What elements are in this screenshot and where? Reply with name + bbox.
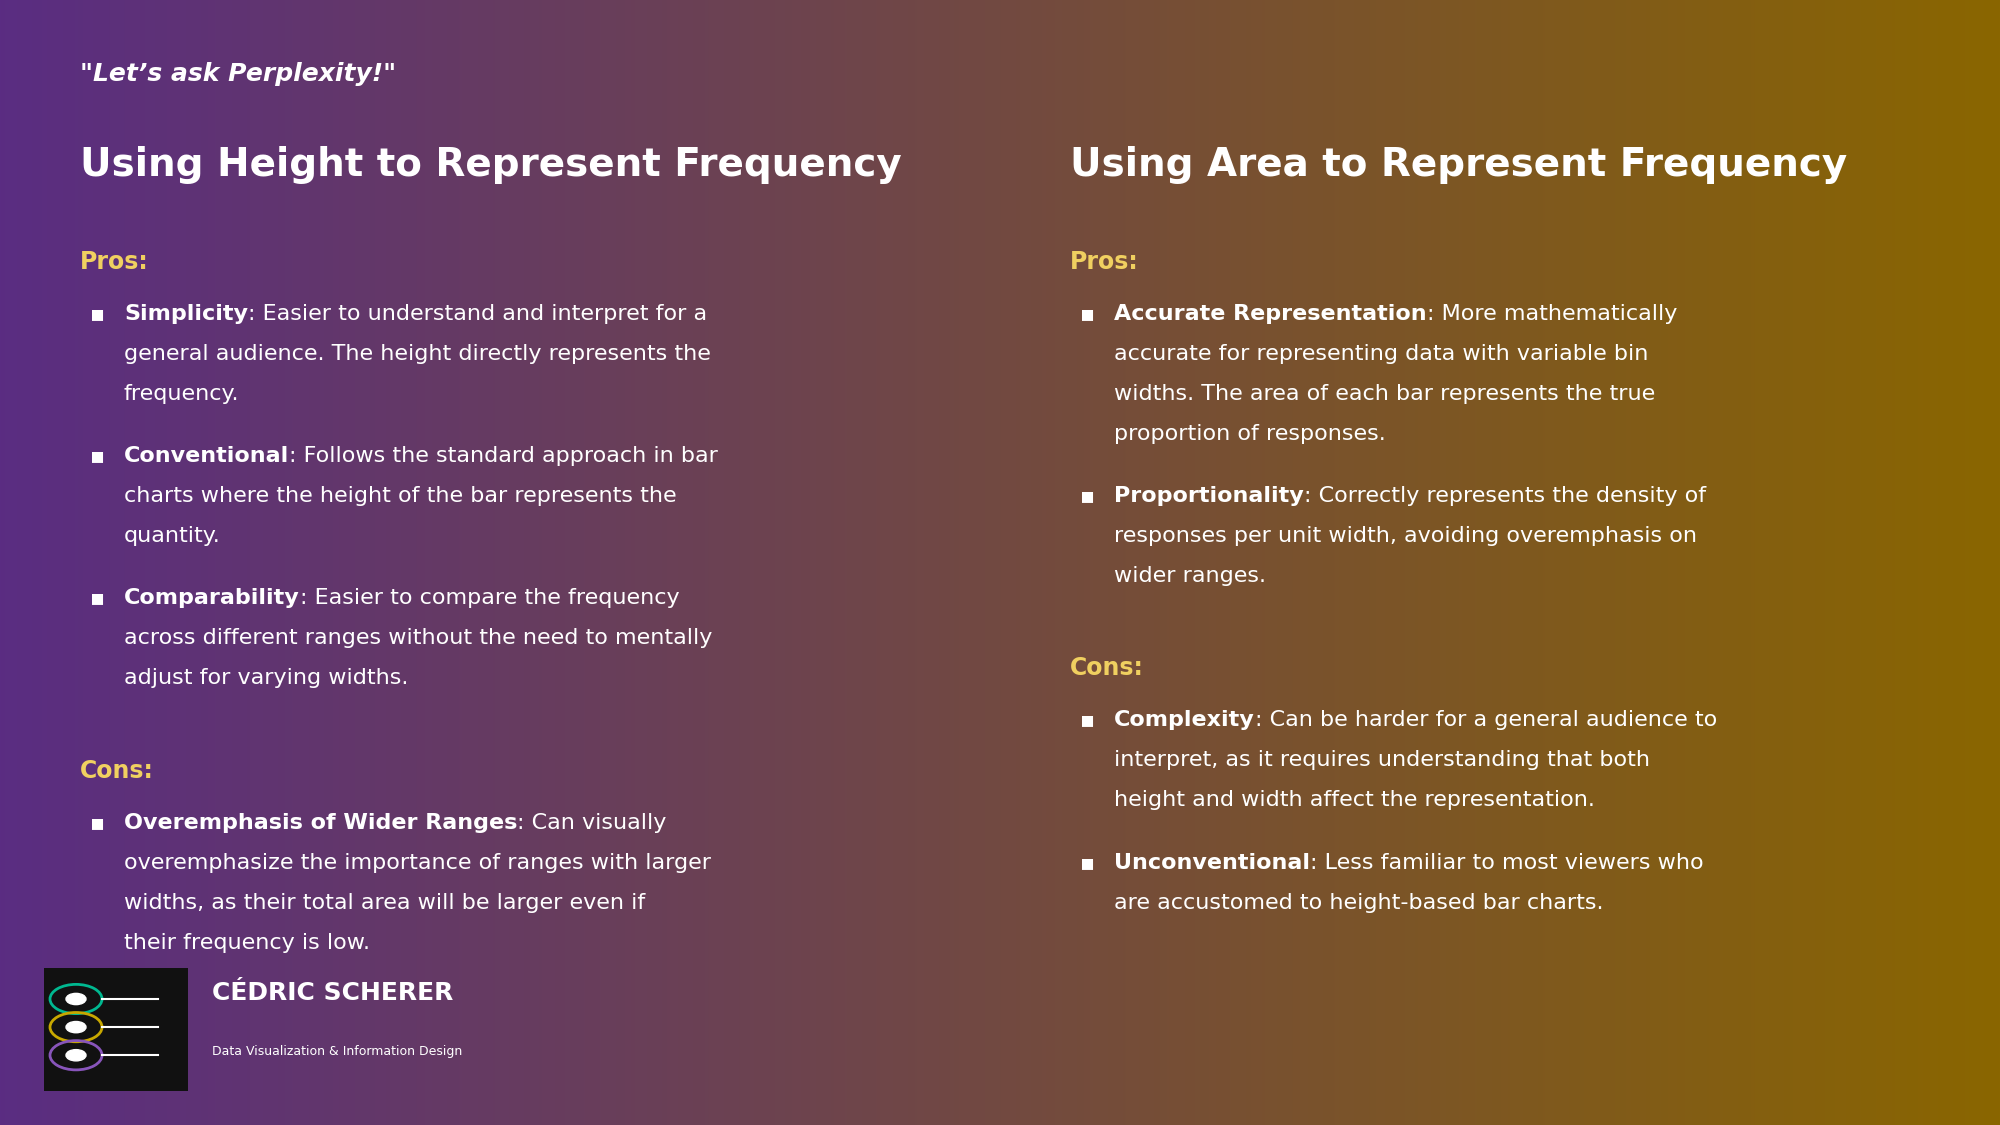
Circle shape [66, 993, 86, 1005]
Text: ▪: ▪ [1080, 486, 1096, 506]
Text: : Easier to understand and interpret for a: : Easier to understand and interpret for… [248, 304, 708, 324]
Text: proportion of responses.: proportion of responses. [1114, 423, 1386, 443]
Text: Data Visualization & Information Design: Data Visualization & Information Design [212, 1044, 462, 1058]
Text: Comparability: Comparability [124, 588, 300, 609]
Text: charts where the height of the bar represents the: charts where the height of the bar repre… [124, 486, 676, 506]
Text: quantity.: quantity. [124, 525, 220, 546]
Text: frequency.: frequency. [124, 384, 240, 404]
Text: Using Area to Represent Frequency: Using Area to Represent Frequency [1070, 146, 1848, 184]
Text: ▪: ▪ [1080, 853, 1096, 873]
Text: Conventional: Conventional [124, 446, 290, 466]
Text: interpret, as it requires understanding that both: interpret, as it requires understanding … [1114, 750, 1650, 771]
Text: adjust for varying widths.: adjust for varying widths. [124, 668, 408, 688]
Text: widths. The area of each bar represents the true: widths. The area of each bar represents … [1114, 384, 1656, 404]
Text: wider ranges.: wider ranges. [1114, 566, 1266, 586]
Text: Complexity: Complexity [1114, 711, 1254, 730]
Text: : Follows the standard approach in bar: : Follows the standard approach in bar [290, 446, 718, 466]
Text: Pros:: Pros: [80, 250, 148, 273]
Text: Simplicity: Simplicity [124, 304, 248, 324]
Text: Cons:: Cons: [80, 758, 154, 783]
Text: CÉDRIC SCHERER: CÉDRIC SCHERER [212, 981, 454, 1005]
Text: ▪: ▪ [90, 588, 106, 609]
Text: Cons:: Cons: [1070, 656, 1144, 681]
Text: : Correctly represents the density of: : Correctly represents the density of [1304, 486, 1706, 506]
Text: ▪: ▪ [90, 446, 106, 466]
FancyBboxPatch shape [44, 968, 188, 1091]
Circle shape [66, 1022, 86, 1033]
Text: Accurate Representation: Accurate Representation [1114, 304, 1426, 324]
Text: ▪: ▪ [1080, 711, 1096, 730]
Text: ▪: ▪ [1080, 304, 1096, 324]
Text: general audience. The height directly represents the: general audience. The height directly re… [124, 344, 710, 363]
Text: ▪: ▪ [90, 304, 106, 324]
Text: Using Height to Represent Frequency: Using Height to Represent Frequency [80, 146, 902, 184]
Text: : More mathematically: : More mathematically [1426, 304, 1676, 324]
Circle shape [66, 1050, 86, 1061]
Text: Unconventional: Unconventional [1114, 853, 1310, 873]
Text: : Can be harder for a general audience to: : Can be harder for a general audience t… [1254, 711, 1716, 730]
Text: "Let’s ask Perplexity!": "Let’s ask Perplexity!" [80, 62, 396, 86]
Text: responses per unit width, avoiding overemphasis on: responses per unit width, avoiding overe… [1114, 525, 1696, 546]
Text: are accustomed to height-based bar charts.: are accustomed to height-based bar chart… [1114, 892, 1604, 912]
Text: height and width affect the representation.: height and width affect the representati… [1114, 790, 1594, 810]
Text: Overemphasis of Wider Ranges: Overemphasis of Wider Ranges [124, 812, 518, 832]
Text: Proportionality: Proportionality [1114, 486, 1304, 506]
Text: accurate for representing data with variable bin: accurate for representing data with vari… [1114, 344, 1648, 363]
Text: : Can visually: : Can visually [518, 812, 666, 832]
Text: : Less familiar to most viewers who: : Less familiar to most viewers who [1310, 853, 1704, 873]
Text: overemphasize the importance of ranges with larger: overemphasize the importance of ranges w… [124, 853, 712, 873]
Text: their frequency is low.: their frequency is low. [124, 933, 370, 953]
Text: widths, as their total area will be larger even if: widths, as their total area will be larg… [124, 892, 646, 912]
Text: ▪: ▪ [90, 812, 106, 832]
Text: : Easier to compare the frequency: : Easier to compare the frequency [300, 588, 680, 609]
Text: across different ranges without the need to mentally: across different ranges without the need… [124, 628, 712, 648]
Text: Pros:: Pros: [1070, 250, 1138, 273]
